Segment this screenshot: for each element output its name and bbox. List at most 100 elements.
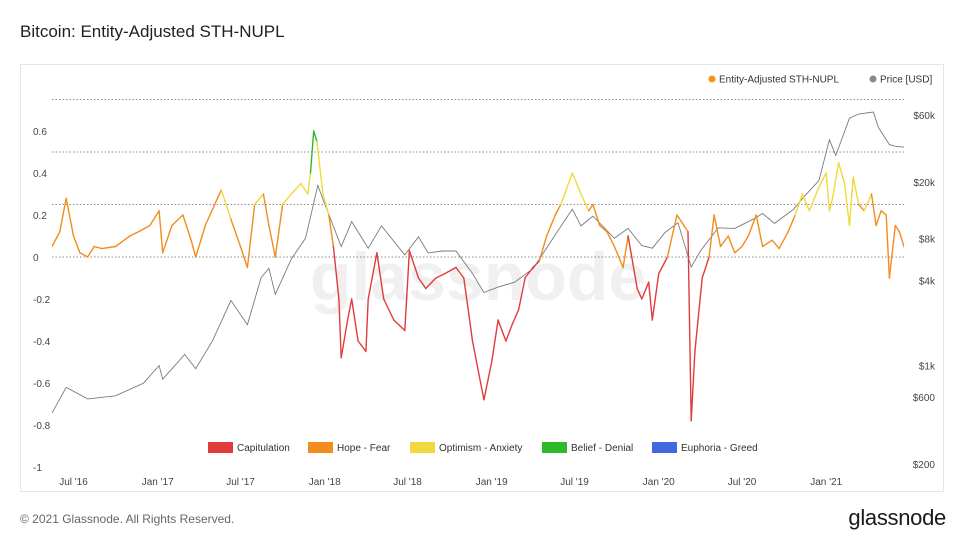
nupl-segment <box>497 319 507 342</box>
nupl-segment <box>239 245 249 269</box>
legend-zone-item[interactable]: Belief - Denial <box>542 442 633 454</box>
x-axis: Jul '16 Jan '17 Jul '17 Jan '18 Jul '18 Jan '… <box>59 477 842 488</box>
nupl-segment <box>627 235 638 290</box>
nupl-segment <box>505 323 513 342</box>
nupl-segment <box>511 308 520 325</box>
nupl-segment <box>831 161 840 199</box>
nupl-segment <box>524 266 534 279</box>
price-series <box>52 111 904 414</box>
nupl-segment <box>683 224 689 233</box>
nupl-segment <box>622 235 629 269</box>
legend-zone-item[interactable]: Euphoria - Greed <box>652 442 758 454</box>
nupl-segment <box>708 214 715 258</box>
nupl-segment <box>404 249 411 332</box>
legend-label: Belief - Denial <box>571 443 633 454</box>
nupl-segment <box>351 298 359 342</box>
copyright-text: © 2021 Glassnode. All Rights Reserved. <box>20 512 235 526</box>
nupl-segment <box>687 231 692 422</box>
nupl-segment <box>408 249 420 279</box>
nupl-segment <box>52 231 61 248</box>
y-left-tick-label: -0.8 <box>33 421 51 432</box>
nupl-segment <box>885 214 891 279</box>
nupl-segment <box>309 130 315 174</box>
legend-swatch <box>542 442 567 453</box>
nupl-segment <box>182 214 192 241</box>
y-right-tick-label: $1k <box>919 362 936 373</box>
legend-top-item[interactable]: Entity-Adjusted STH-NUPL <box>708 75 840 86</box>
nupl-segment <box>322 193 330 216</box>
y-left-tick-label: 0.4 <box>33 169 47 180</box>
x-tick-label: Jul '20 <box>728 477 757 488</box>
nupl-segment <box>158 210 164 254</box>
nupl-segment <box>357 340 367 353</box>
nupl-segment <box>393 319 406 332</box>
nupl-segment <box>161 224 173 254</box>
nupl-segment <box>870 193 877 227</box>
nupl-segment <box>246 203 256 269</box>
nupl-segment <box>471 340 485 401</box>
nupl-segment <box>880 210 887 216</box>
nupl-segment <box>848 176 854 227</box>
nupl-segment <box>894 224 901 233</box>
legend-zone-item[interactable]: Capitulation <box>208 442 290 454</box>
y-right-tick-label: $600 <box>913 393 936 404</box>
nupl-segment <box>332 245 340 300</box>
legend-zone-item[interactable]: Optimism - Anxiety <box>410 442 522 454</box>
x-tick-label: Jan '20 <box>643 477 675 488</box>
nupl-segment <box>808 193 817 212</box>
nupl-segment <box>230 218 242 248</box>
x-tick-label: Jul '16 <box>59 477 88 488</box>
nupl-segment <box>863 193 873 212</box>
y-left-tick-label: -0.4 <box>33 337 51 348</box>
y-left-tick-label: 0.6 <box>33 127 47 138</box>
price-line <box>52 111 904 414</box>
nupl-segment <box>149 210 160 227</box>
nupl-segment <box>59 197 67 233</box>
nupl-segment <box>648 281 653 321</box>
nupl-segment <box>690 350 696 422</box>
watermark: glassnode <box>310 239 646 315</box>
nupl-segment <box>190 239 197 258</box>
nupl-segment <box>72 235 81 254</box>
nupl-segment <box>815 182 822 195</box>
legend-zone-item[interactable]: Hope - Fear <box>308 442 391 454</box>
legend-label: Capitulation <box>237 443 290 454</box>
y-right-tick-label: $200 <box>913 460 936 471</box>
legend-zones: Capitulation Hope - Fear Optimism - Anxiet… <box>208 442 758 454</box>
legend-label: Euphoria - Greed <box>681 443 758 454</box>
nupl-segment <box>328 214 335 248</box>
nupl-segment <box>365 298 369 353</box>
nupl-segment <box>338 298 342 359</box>
nupl-segment <box>435 273 446 279</box>
y-right-tick-label: $20k <box>913 178 936 189</box>
y-axis-left: 0.6 0.4 0.2 0 -0.2 -0.4 -0.6 -0.8 -1 <box>33 127 51 474</box>
legend-top: Entity-Adjusted STH-NUPL Price [USD] <box>708 75 933 86</box>
nupl-segment <box>837 161 846 185</box>
nupl-segment <box>588 203 594 212</box>
nupl-segment <box>898 231 904 248</box>
nupl-segment <box>101 245 117 250</box>
nupl-segment <box>592 203 601 227</box>
y-left-tick-label: -1 <box>33 463 42 474</box>
nupl-segment <box>599 224 608 233</box>
legend-top-item[interactable]: Price [USD] <box>869 75 933 86</box>
nupl-segment <box>281 193 292 206</box>
nupl-segment <box>425 277 437 290</box>
nupl-segment <box>483 361 493 401</box>
y-axis-right: $60k $20k $8k $4k $1k $600 $200 <box>913 111 936 471</box>
nupl-segment <box>888 224 896 279</box>
nupl-segment <box>741 235 750 248</box>
nupl-segment <box>828 197 834 212</box>
legend-label: Entity-Adjusted STH-NUPL <box>719 75 839 86</box>
nupl-segment <box>220 189 232 220</box>
nupl-segment <box>571 172 582 195</box>
nupl-segment <box>778 231 789 250</box>
y-left-tick-label: -0.6 <box>33 379 51 390</box>
nupl-segment <box>676 214 685 227</box>
nupl-segment <box>858 203 865 212</box>
nupl-segment <box>417 277 427 290</box>
nupl-segment <box>65 197 75 237</box>
nupl-segment <box>825 172 831 212</box>
nupl-segment <box>463 277 474 342</box>
